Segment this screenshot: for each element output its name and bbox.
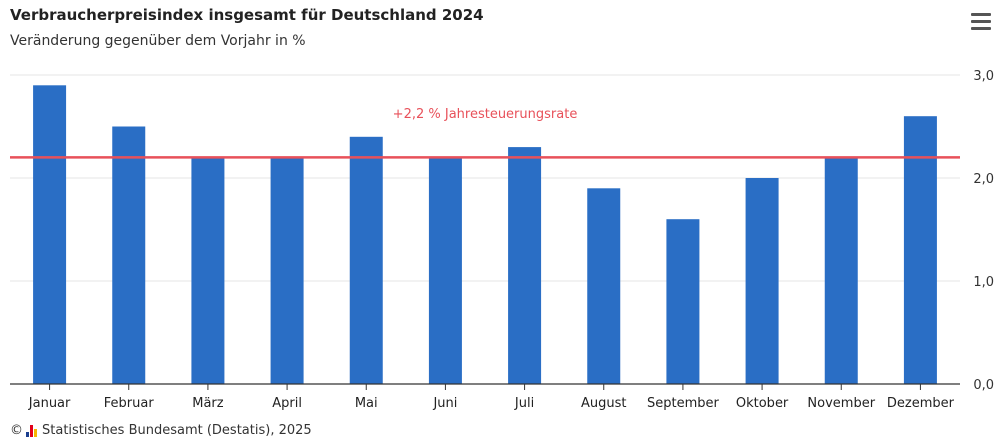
destatis-logo-icon [26, 424, 38, 437]
x-tick-label: August [581, 396, 627, 411]
bar-2 [112, 126, 146, 384]
y-tick-label: 1,0 [973, 275, 994, 290]
x-tick-label: April [272, 396, 302, 411]
x-tick-label: Juli [514, 396, 534, 411]
bar-10 [745, 178, 779, 384]
x-tick-label: Januar [28, 396, 71, 411]
chart-subtitle: Veränderung gegenüber dem Vorjahr in % [10, 33, 306, 49]
reference-line-label: +2,2 % Jahresteuerungsrate [393, 107, 578, 122]
bar-1 [33, 85, 67, 385]
x-tick-label: November [807, 396, 875, 411]
chart-title: Verbraucherpreisindex insgesamt für Deut… [10, 6, 484, 24]
x-tick-label: März [192, 396, 224, 411]
x-tick-label: Mai [355, 396, 378, 411]
bar-11 [824, 157, 858, 384]
bar-12 [903, 116, 937, 384]
bar-5 [349, 136, 383, 384]
bar-6 [428, 157, 462, 384]
x-tick-label: Oktober [736, 396, 789, 411]
hamburger-menu-icon[interactable] [971, 13, 991, 31]
source-footer: © Statistisches Bundesamt (Destatis), 20… [10, 423, 312, 438]
copyright-symbol: © [10, 423, 23, 438]
x-tick-label: Juni [432, 396, 457, 411]
x-tick-label: Dezember [887, 396, 955, 411]
y-tick-label: 0,0 [973, 378, 994, 393]
y-tick-label: 3,0 [973, 69, 994, 84]
x-tick-label: September [647, 396, 720, 411]
source-text: Statistisches Bundesamt (Destatis), 2025 [42, 423, 312, 438]
y-tick-label: 2,0 [973, 172, 994, 187]
x-tick-label: Februar [104, 396, 155, 411]
bar-7 [508, 147, 542, 384]
bar-8 [587, 188, 621, 384]
bar-9 [666, 219, 700, 384]
bar-3 [191, 157, 225, 384]
bar-4 [270, 157, 304, 384]
